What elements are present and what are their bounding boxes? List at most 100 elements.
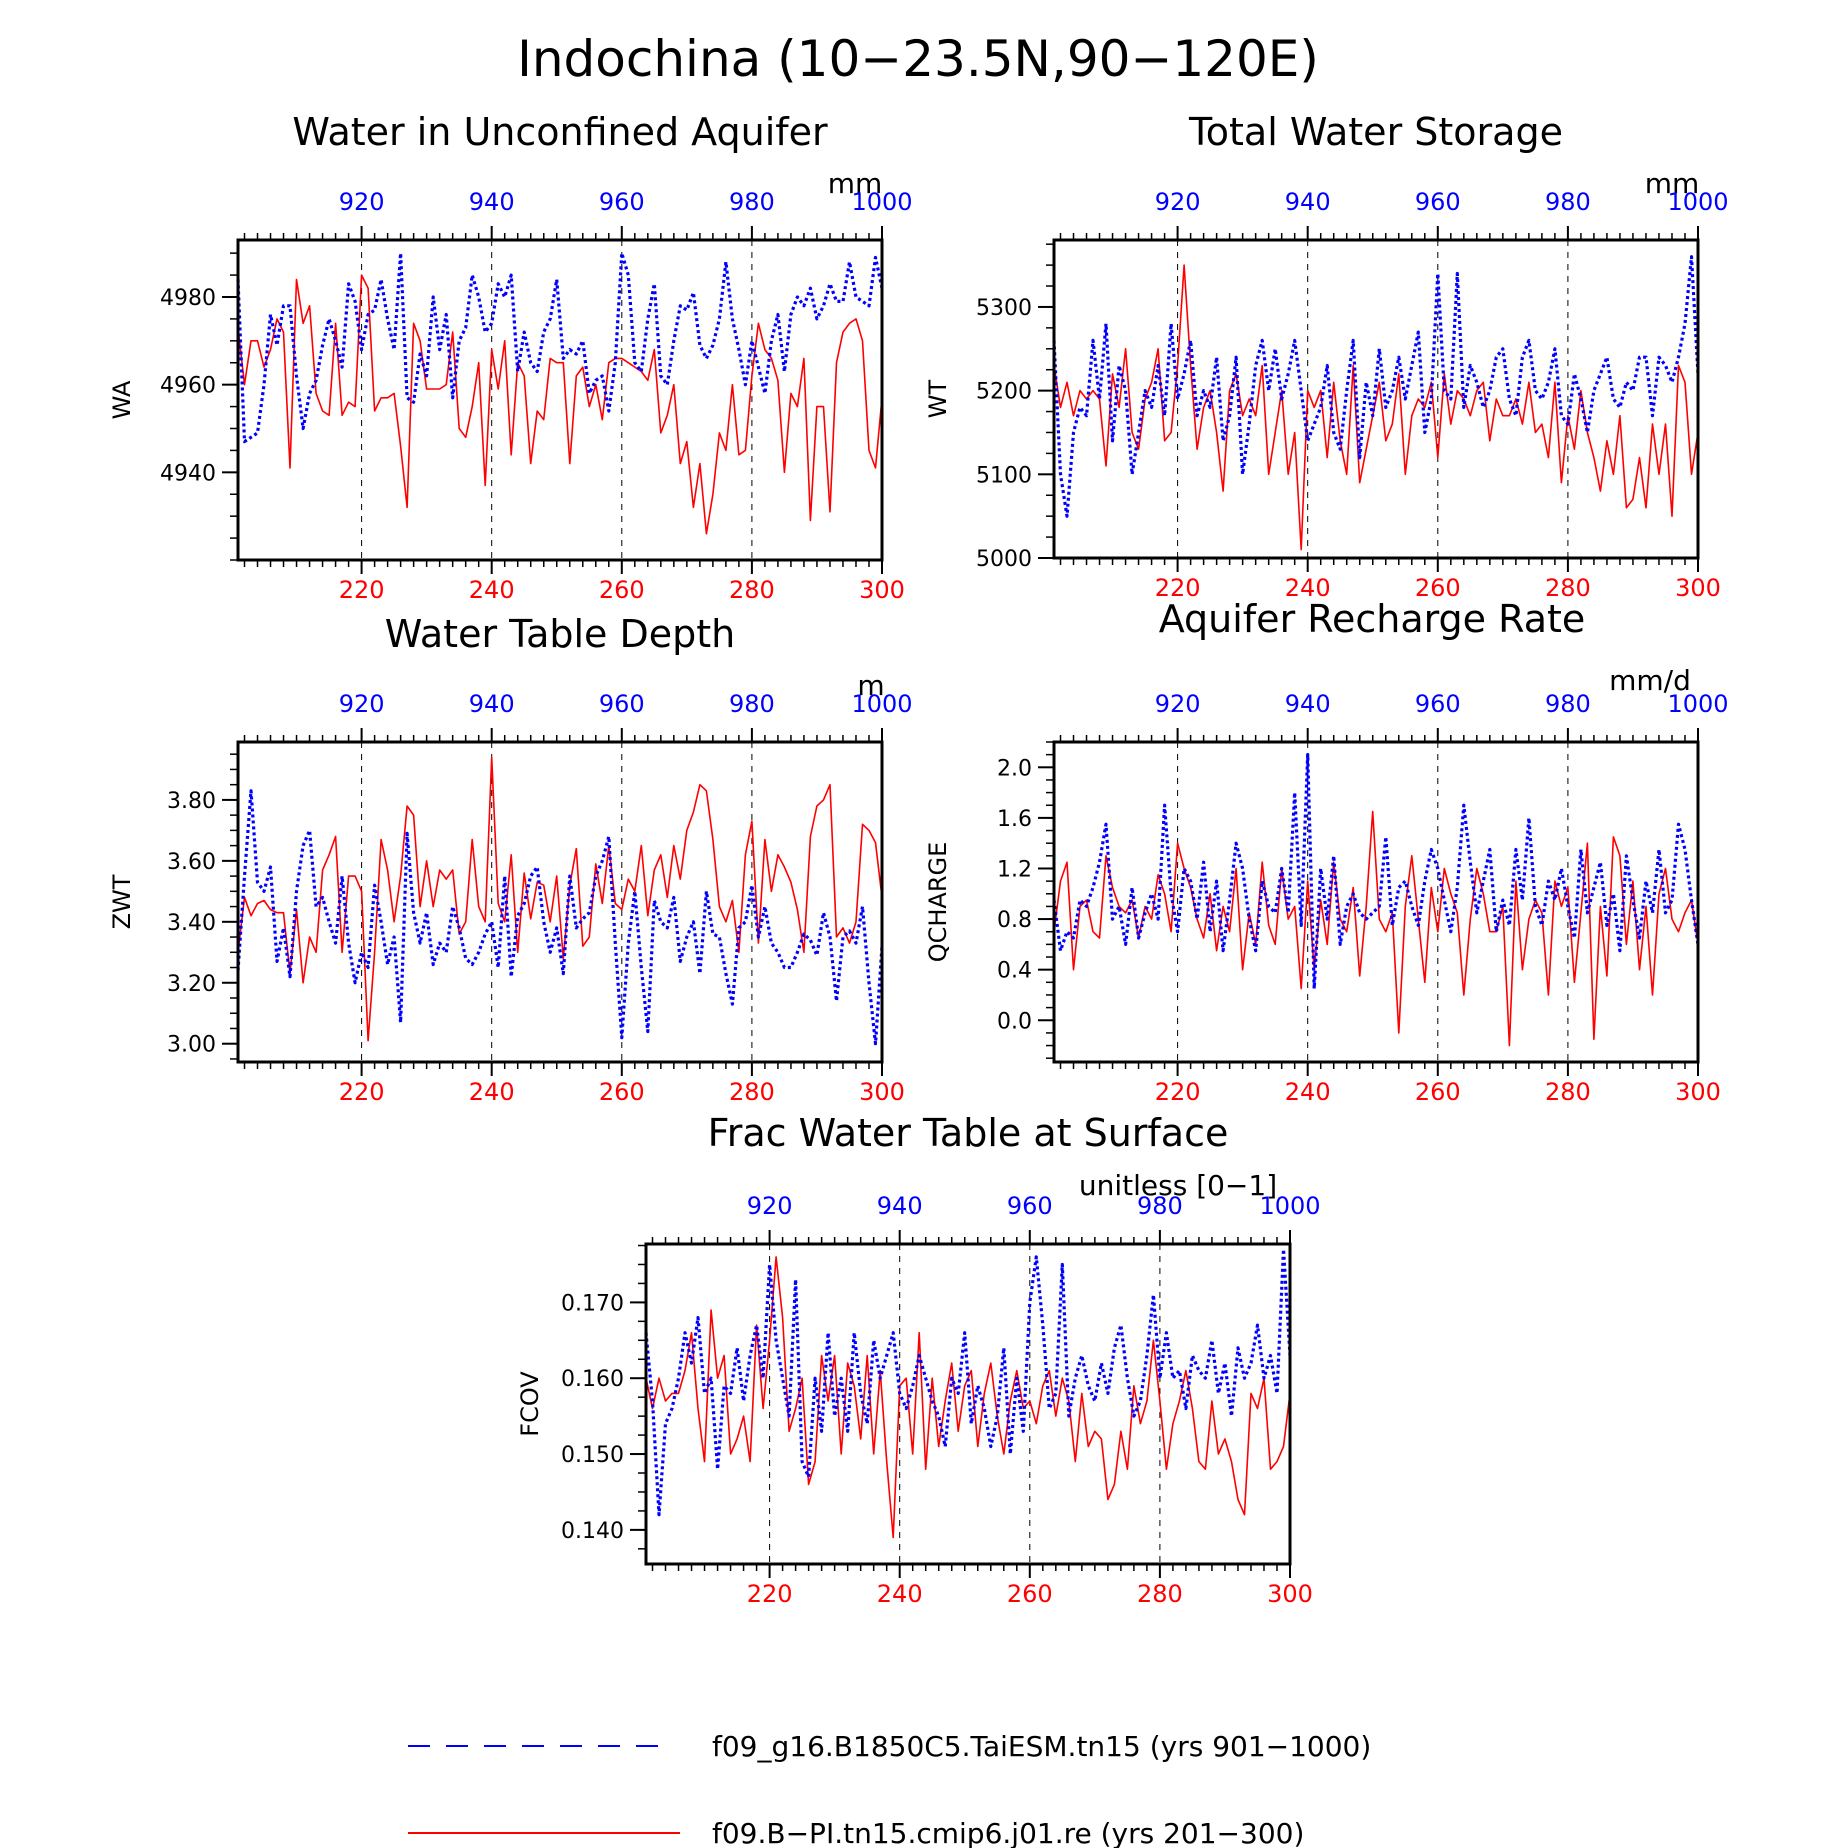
y-tick-label: 0.150 xyxy=(561,1443,624,1468)
x-bottom-tick-label: 260 xyxy=(1415,1078,1461,1106)
x-top-tick-label: 980 xyxy=(729,690,775,718)
x-bottom-tick-label: 260 xyxy=(1415,574,1461,602)
series-line-taiesm xyxy=(1052,752,1700,991)
x-top-tick-label: 940 xyxy=(877,1192,923,1220)
x-top-tick-label: 980 xyxy=(1545,690,1591,718)
panels: Water in Unconfined AquifermmWA494049604… xyxy=(108,110,1729,1608)
x-bottom-tick-label: 240 xyxy=(469,1078,515,1106)
x-top-tick-label: 940 xyxy=(469,690,515,718)
page-title: Indochina (10−23.5N,90−120E) xyxy=(517,30,1319,88)
x-top-tick-label: 960 xyxy=(599,188,645,216)
chart-units-label: mm/d xyxy=(1609,664,1691,697)
x-bottom-tick-label: 300 xyxy=(1267,1580,1313,1608)
x-top-tick-label: 920 xyxy=(747,1192,793,1220)
legend-label-cmip6: f09.B−PI.tn15.cmip6.j01.re (yrs 201−300) xyxy=(712,1817,1304,1848)
x-bottom-tick-label: 300 xyxy=(1675,1078,1721,1106)
x-bottom-tick-label: 280 xyxy=(1137,1580,1183,1608)
x-top-tick-label: 920 xyxy=(339,690,385,718)
x-bottom-tick-label: 280 xyxy=(1545,1078,1591,1106)
x-top-tick-label: 1000 xyxy=(1259,1192,1320,1220)
x-bottom-tick-label: 280 xyxy=(729,1078,775,1106)
chart-title: Aquifer Recharge Rate xyxy=(1159,597,1586,641)
x-bottom-tick-label: 260 xyxy=(599,576,645,604)
plot-frame xyxy=(644,1242,1292,1566)
x-top-tick-label: 980 xyxy=(729,188,775,216)
y-tick-label: 0.0 xyxy=(997,1009,1032,1034)
legend: f09_g16.B1850C5.TaiESM.tn15 (yrs 901−100… xyxy=(408,1730,1371,1848)
y-tick-label: 1.6 xyxy=(997,807,1032,832)
plot-frame xyxy=(236,238,884,562)
x-top-tick-label: 940 xyxy=(1285,690,1331,718)
y-axis-label: WA xyxy=(108,380,136,419)
x-top-tick-label: 920 xyxy=(1155,188,1201,216)
y-tick-label: 5100 xyxy=(976,463,1032,488)
chart-title: Water in Unconfined Aquifer xyxy=(292,110,828,154)
x-bottom-tick-label: 260 xyxy=(1007,1580,1053,1608)
x-bottom-tick-label: 220 xyxy=(747,1580,793,1608)
y-axis-label: QCHARGE xyxy=(924,842,952,963)
x-top-tick-label: 980 xyxy=(1545,188,1591,216)
x-bottom-tick-label: 300 xyxy=(859,1078,905,1106)
x-top-tick-label: 920 xyxy=(339,188,385,216)
series-line-cmip6 xyxy=(237,274,883,535)
series-line-taiesm xyxy=(1052,255,1700,518)
y-tick-label: 3.00 xyxy=(167,1033,216,1058)
x-bottom-tick-label: 240 xyxy=(877,1580,923,1608)
series-line-taiesm xyxy=(644,1247,1292,1517)
x-top-tick-label: 960 xyxy=(1415,188,1461,216)
y-tick-label: 4980 xyxy=(160,286,216,311)
x-top-tick-label: 980 xyxy=(1137,1192,1183,1220)
chart-title: Water Table Depth xyxy=(385,612,736,656)
series-line-taiesm xyxy=(236,789,884,1046)
series-line-taiesm xyxy=(236,251,884,444)
chart-panel: Water Table Depth m ZWT 3.00 3.20 3.40 3.60 3.8… xyxy=(108,612,913,1106)
y-axis-label: WT xyxy=(924,379,952,418)
y-tick-label: 0.8 xyxy=(997,908,1032,933)
x-bottom-tick-label: 220 xyxy=(1155,1078,1201,1106)
y-tick-label: 0.140 xyxy=(561,1519,624,1544)
x-top-tick-label: 920 xyxy=(1155,690,1201,718)
y-tick-label: 2.0 xyxy=(997,756,1032,781)
plot-frame xyxy=(1052,238,1700,560)
x-top-tick-label: 940 xyxy=(469,188,515,216)
y-tick-label: 0.160 xyxy=(561,1367,624,1392)
x-bottom-tick-label: 300 xyxy=(859,576,905,604)
x-top-tick-label: 960 xyxy=(1415,690,1461,718)
y-tick-label: 0.170 xyxy=(561,1291,624,1316)
x-bottom-tick-label: 220 xyxy=(1155,574,1201,602)
chart-title: Total Water Storage xyxy=(1188,110,1563,154)
chart-panel: Aquifer Recharge Rate mm/d QCHARGE 0.0 0.4 0.… xyxy=(924,597,1729,1106)
y-tick-label: 4960 xyxy=(160,374,216,399)
x-bottom-tick-label: 260 xyxy=(599,1078,645,1106)
y-tick-label: 3.40 xyxy=(167,911,216,936)
chart-units-label: m xyxy=(857,669,884,702)
x-bottom-tick-label: 280 xyxy=(729,576,775,604)
y-tick-label: 3.20 xyxy=(167,972,216,997)
x-top-tick-label: 960 xyxy=(599,690,645,718)
y-tick-label: 0.4 xyxy=(997,959,1032,984)
chart-panel: Frac Water Table at Surface unitless [0−1… xyxy=(516,1111,1321,1608)
x-bottom-tick-label: 300 xyxy=(1675,574,1721,602)
y-axis-label: FCOV xyxy=(516,1371,544,1437)
y-axis-label: ZWT xyxy=(108,874,136,929)
plot-frame xyxy=(236,740,884,1064)
y-tick-label: 1.2 xyxy=(997,857,1032,882)
y-tick-label: 5200 xyxy=(976,380,1032,405)
x-top-tick-label: 940 xyxy=(1285,188,1331,216)
chart-units-label: mm xyxy=(1645,167,1700,200)
x-bottom-tick-label: 240 xyxy=(469,576,515,604)
x-bottom-tick-label: 220 xyxy=(339,1078,385,1106)
x-top-tick-label: 960 xyxy=(1007,1192,1053,1220)
y-tick-label: 5000 xyxy=(976,547,1032,572)
y-tick-label: 5300 xyxy=(976,296,1032,321)
x-bottom-tick-label: 220 xyxy=(339,576,385,604)
x-top-tick-label: 1000 xyxy=(851,690,912,718)
series-line-cmip6 xyxy=(237,756,883,1042)
chart-units-label: mm xyxy=(828,167,883,200)
y-tick-label: 4940 xyxy=(160,461,216,486)
x-bottom-tick-label: 240 xyxy=(1285,1078,1331,1106)
x-top-tick-label: 1000 xyxy=(851,188,912,216)
